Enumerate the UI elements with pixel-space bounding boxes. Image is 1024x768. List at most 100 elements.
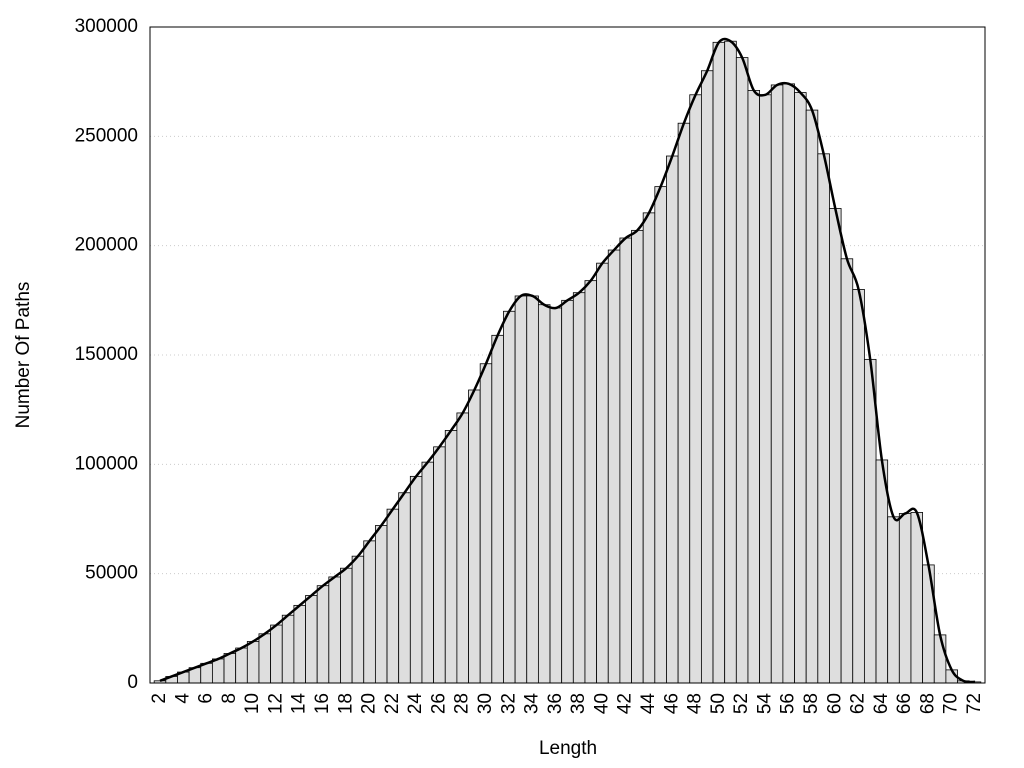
x-tick-label: 8: [219, 693, 240, 704]
bar: [549, 307, 563, 684]
x-axis-label: Length: [539, 738, 597, 759]
y-tick-label: 250000: [75, 125, 138, 146]
bar: [340, 567, 353, 684]
bar: [223, 653, 237, 684]
bar: [794, 92, 807, 684]
bar: [607, 249, 621, 684]
x-tick-label: 30: [475, 693, 496, 714]
bar: [805, 109, 819, 684]
bar: [456, 412, 469, 684]
bar: [363, 540, 376, 684]
x-tick-label: 16: [312, 693, 333, 714]
x-tick-label: 36: [545, 693, 566, 714]
bar: [374, 525, 388, 684]
x-tick-label: 48: [685, 693, 706, 714]
bar: [386, 508, 400, 684]
bar: [863, 358, 877, 684]
x-tick-label: 28: [452, 693, 473, 714]
bar: [468, 389, 481, 684]
bar: [596, 262, 609, 684]
x-tick-label: 62: [848, 693, 869, 714]
y-tick-label: 300000: [75, 16, 138, 37]
x-tick-label: 24: [405, 693, 426, 715]
x-tick-label: 72: [964, 693, 985, 714]
bar: [700, 70, 714, 684]
x-tick-label: 6: [196, 693, 217, 704]
x-tick-label: 52: [731, 693, 752, 714]
bar: [561, 299, 574, 684]
bar: [887, 516, 900, 684]
x-tick-label: 4: [172, 693, 193, 704]
x-tick-label: 22: [382, 693, 403, 714]
bar: [270, 624, 283, 684]
bar: [328, 576, 341, 684]
bar: [898, 513, 912, 684]
bar: [619, 237, 632, 684]
bar: [724, 40, 737, 684]
bar: [491, 334, 504, 684]
bar: [829, 208, 842, 684]
bar: [351, 555, 365, 684]
bar: [479, 363, 493, 684]
bar: [258, 633, 272, 684]
bar: [642, 212, 656, 684]
bar: [840, 258, 854, 684]
x-tick-label: 12: [265, 693, 286, 714]
y-axis-label: Number Of Paths: [13, 282, 34, 429]
x-tick-label: 10: [242, 693, 263, 714]
bar: [654, 186, 667, 684]
x-tick-label: 42: [615, 693, 636, 714]
bar: [503, 310, 516, 684]
bar: [747, 90, 761, 684]
bar: [631, 229, 644, 684]
x-tick-label: 70: [941, 693, 962, 714]
bar: [537, 304, 551, 684]
x-tick-label: 18: [335, 693, 356, 714]
x-tick-label: 60: [824, 693, 845, 714]
bar: [666, 155, 679, 684]
x-tick-label: 54: [754, 693, 775, 715]
x-tick-label: 26: [428, 693, 449, 714]
bar: [572, 292, 586, 684]
bar: [433, 446, 446, 684]
x-tick-label: 50: [708, 693, 729, 714]
x-tick-label: 56: [778, 693, 799, 714]
x-tick-label: 2: [149, 693, 170, 704]
bar: [852, 288, 865, 684]
bar: [398, 492, 411, 684]
bar: [933, 634, 947, 684]
bar: [293, 604, 306, 684]
bar: [305, 595, 318, 684]
bar: [444, 430, 458, 684]
x-tick-label: 32: [498, 693, 519, 714]
x-tick-label: 46: [661, 693, 682, 714]
x-tick-label: 64: [871, 693, 892, 715]
trend-line: [159, 37, 976, 684]
x-tick-label: 34: [522, 693, 543, 715]
bar: [817, 153, 830, 684]
bar: [409, 475, 423, 684]
y-tick-label: 50000: [85, 563, 138, 584]
y-tick-label: 200000: [75, 235, 138, 256]
x-tick-label: 44: [638, 693, 659, 715]
x-tick-label: 14: [289, 693, 310, 715]
bar: [316, 585, 330, 684]
bar: [677, 122, 691, 684]
x-tick-label: 20: [359, 693, 380, 714]
bar: [910, 512, 924, 684]
bar: [712, 41, 726, 684]
bar: [211, 658, 225, 684]
bar: [689, 94, 702, 684]
plot-frame: [149, 26, 986, 684]
bar: [770, 84, 784, 684]
bar: [246, 641, 260, 684]
bar: [735, 57, 749, 684]
x-tick-label: 66: [894, 693, 915, 714]
x-tick-label: 40: [591, 693, 612, 714]
x-tick-label: 38: [568, 693, 589, 714]
bar: [514, 295, 528, 684]
bar: [875, 459, 889, 684]
bar: [235, 647, 248, 684]
bar: [584, 280, 598, 684]
